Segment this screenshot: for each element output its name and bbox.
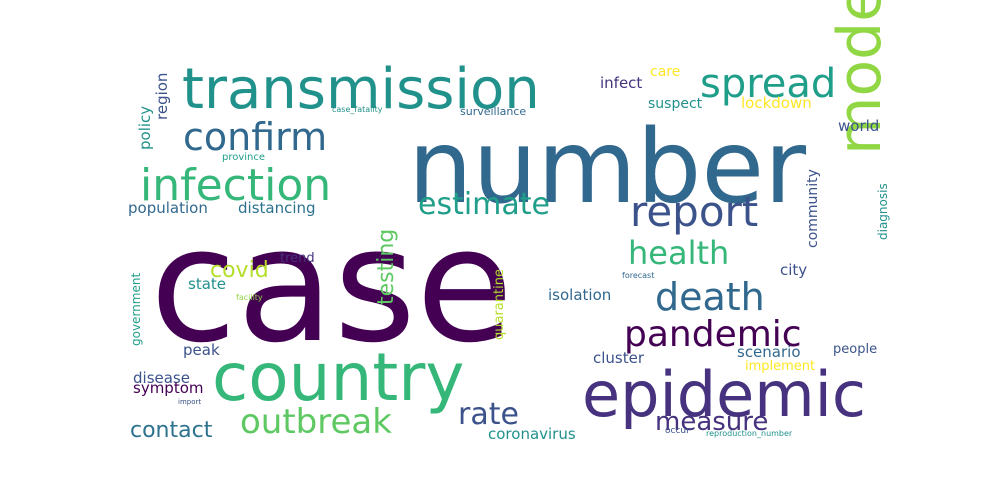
word-rate: rate [458,397,519,432]
word-confirm: confirm [183,115,327,159]
word-lockdown: lockdown [741,94,812,112]
word-people: people [833,342,877,357]
word-model: model [825,0,895,155]
word-surveillance: surveillance [460,105,526,118]
word-quarantine: quarantine [492,269,507,340]
word-symptom: symptom [133,379,204,397]
word-death: death [655,275,765,319]
word-community: community [805,169,821,248]
word-policy: policy [136,106,154,150]
word-forecast: forecast [622,271,654,280]
word-cluster: cluster [593,349,645,367]
word-measure: measure [655,407,768,437]
word-covid: covid [210,258,269,283]
word-contact: contact [130,418,213,443]
word-outbreak: outbreak [240,402,392,442]
word-import: import [178,398,201,406]
word-care: care [650,64,680,80]
word-disease: disease [133,369,190,387]
word-suspect: suspect [648,96,703,112]
word-testing: testing [374,229,399,305]
word-case: case [150,194,513,378]
word-government: government [129,273,143,346]
word-number: number [408,108,806,227]
word-pandemic: pandemic [624,314,802,355]
word-city: city [780,261,807,279]
word-report: report [630,187,758,236]
word-case-fatality: case_fatality [332,105,383,114]
word-reproduction-number: reproduction_number [706,429,793,438]
word-infection: infection [140,160,331,211]
word-coronavirus: coronavirus [488,425,576,443]
word-epidemic: epidemic [582,358,866,431]
word-province: province [222,152,265,163]
word-facility: facility [236,293,263,302]
word-population: population [128,199,208,217]
word-occur: occur [665,426,690,436]
word-trend: trend [280,251,315,266]
word-implement: implement [745,359,815,374]
word-estimate: estimate [418,187,550,222]
word-region: region [153,73,171,120]
word-diagnosis: diagnosis [876,183,890,240]
word-world: world [838,117,879,135]
word-peak: peak [183,341,220,359]
word-isolation: isolation [548,286,611,304]
word-state: state [188,275,226,293]
word-health: health [628,234,729,272]
word-scenario: scenario [737,343,801,361]
word-country: country [212,339,464,416]
word-transmission: transmission [182,57,540,122]
word-infect: infect [600,74,642,92]
word-distancing: distancing [238,199,316,217]
word-spread: spread [700,61,836,107]
